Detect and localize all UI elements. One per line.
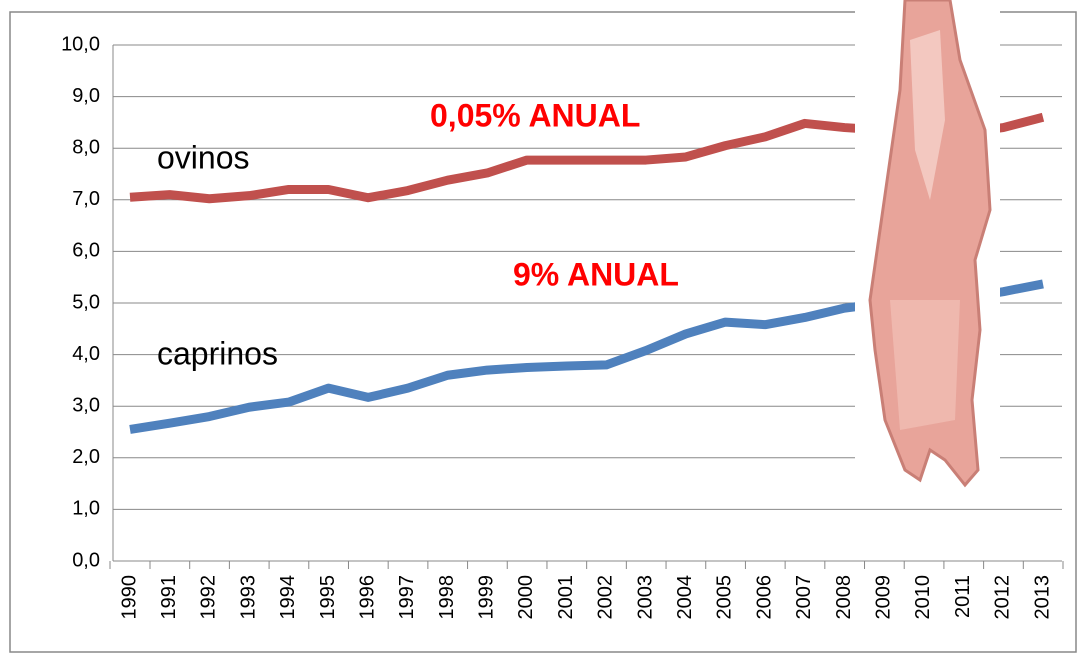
series-label: ovinos xyxy=(157,139,250,175)
x-tick-label: 2012 xyxy=(992,575,1014,620)
x-tick-label: 2001 xyxy=(555,575,577,620)
x-tick-label: 1997 xyxy=(396,575,418,620)
x-tick-label: 1992 xyxy=(198,575,220,620)
x-tick-label: 2002 xyxy=(595,575,617,620)
x-tick-label: 1996 xyxy=(356,575,378,620)
x-tick-label: 2011 xyxy=(952,575,974,618)
y-tick-label: 10,0 xyxy=(61,33,100,55)
x-tick-label: 2006 xyxy=(753,575,775,620)
y-tick-label: 0,0 xyxy=(72,549,100,571)
x-tick-label: 2005 xyxy=(714,575,736,620)
x-tick-label: 1991 xyxy=(158,575,180,620)
annotation: 9% ANUAL xyxy=(513,256,679,292)
carcass-detail xyxy=(890,300,960,430)
x-tick-label: 1990 xyxy=(118,575,140,620)
x-tick-label: 1994 xyxy=(277,575,299,620)
y-tick-label: 8,0 xyxy=(72,136,100,158)
x-tick-label: 2007 xyxy=(793,575,815,620)
x-tick-label: 2000 xyxy=(515,575,537,620)
x-tick-label: 2004 xyxy=(674,575,696,620)
series-label: caprinos xyxy=(157,335,278,371)
x-tick-label: 1993 xyxy=(237,575,259,620)
y-tick-label: 2,0 xyxy=(72,446,100,468)
x-tick-label: 1998 xyxy=(436,575,458,620)
y-tick-label: 5,0 xyxy=(72,291,100,313)
y-tick-label: 6,0 xyxy=(72,240,100,262)
x-tick-label: 1999 xyxy=(476,575,498,620)
y-tick-label: 7,0 xyxy=(72,188,100,210)
x-tick-label: 1995 xyxy=(317,575,339,620)
x-tick-label: 2013 xyxy=(1031,575,1053,620)
y-tick-label: 4,0 xyxy=(72,343,100,365)
chart: 0,0 1,0 2,0 3,0 4,0 5,0 6,0 7,0 8,0 9,0 10,0 1990 19… xyxy=(0,0,1086,662)
annotation: 0,05% ANUAL xyxy=(430,97,640,133)
x-tick-label: 2008 xyxy=(833,575,855,620)
x-tick-label: 2009 xyxy=(872,575,894,620)
y-tick-label: 3,0 xyxy=(72,394,100,416)
x-tick-label: 2003 xyxy=(634,575,656,620)
carcass-image xyxy=(855,0,1000,500)
y-tick-label: 1,0 xyxy=(72,498,100,520)
y-tick-label: 9,0 xyxy=(72,85,100,107)
x-tick-label: 2010 xyxy=(912,575,934,620)
